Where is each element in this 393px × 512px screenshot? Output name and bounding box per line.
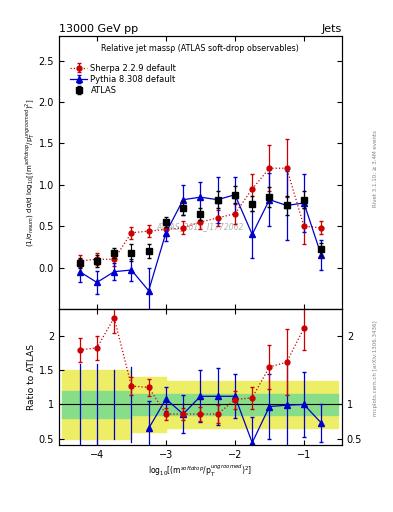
Text: Relative jet massρ (ATLAS soft-drop observables): Relative jet massρ (ATLAS soft-drop obse… — [101, 44, 299, 53]
Text: Jets: Jets — [321, 24, 342, 34]
Text: ATLAS_2019_I1772062: ATLAS_2019_I1772062 — [157, 223, 244, 231]
Text: Rivet 3.1.10; ≥ 3.4M events: Rivet 3.1.10; ≥ 3.4M events — [373, 131, 378, 207]
Y-axis label: Ratio to ATLAS: Ratio to ATLAS — [27, 344, 36, 410]
Text: mcplots.cern.ch [arXiv:1306.3436]: mcplots.cern.ch [arXiv:1306.3436] — [373, 321, 378, 416]
Legend: Sherpa 2.2.9 default, Pythia 8.308 default, ATLAS: Sherpa 2.2.9 default, Pythia 8.308 defau… — [69, 62, 178, 96]
X-axis label: log$_{10}$[(m$^{soft drop}$/p$_T^{ungroomed}$)$^2$]: log$_{10}$[(m$^{soft drop}$/p$_T^{ungroo… — [148, 463, 253, 479]
Text: 13000 GeV pp: 13000 GeV pp — [59, 24, 138, 34]
Y-axis label: (1/σ$_{resum}$) dσ/d log$_{10}$[(m$^{soft drop}$/p$_T^{ungroomed}$)$^2$]: (1/σ$_{resum}$) dσ/d log$_{10}$[(m$^{sof… — [24, 98, 37, 247]
